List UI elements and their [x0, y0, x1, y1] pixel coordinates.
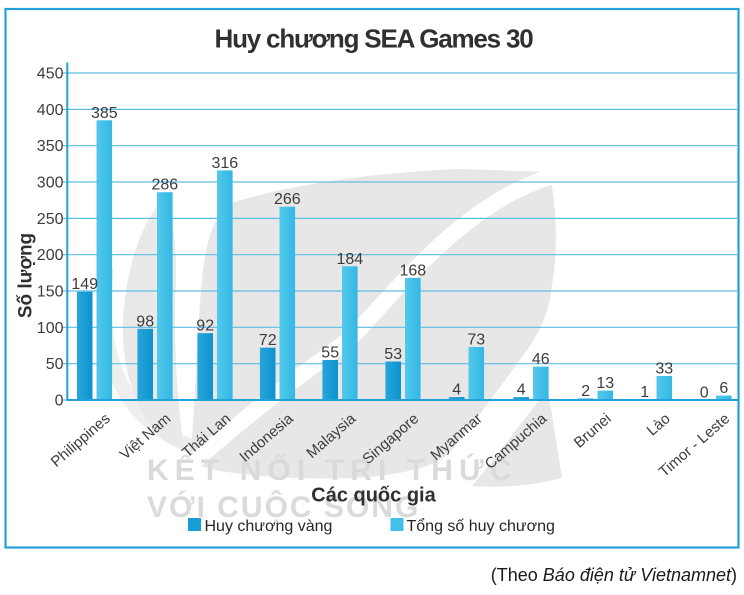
svg-text:0: 0	[700, 385, 709, 402]
svg-text:150: 150	[37, 284, 64, 301]
svg-text:4: 4	[517, 382, 526, 399]
svg-text:168: 168	[399, 262, 426, 279]
svg-text:(Theo Báo điện tử Vietnamnet): (Theo Báo điện tử Vietnamnet)	[491, 565, 737, 585]
svg-text:6: 6	[719, 380, 728, 397]
svg-text:100: 100	[37, 320, 64, 337]
svg-text:400: 400	[37, 102, 64, 119]
svg-text:Các quốc gia: Các quốc gia	[311, 485, 436, 507]
svg-text:92: 92	[196, 318, 214, 335]
svg-text:350: 350	[37, 138, 64, 155]
svg-text:0: 0	[55, 393, 64, 410]
svg-text:73: 73	[467, 332, 485, 349]
svg-text:46: 46	[532, 351, 550, 368]
svg-text:Huy chương SEA Games 30: Huy chương SEA Games 30	[215, 24, 534, 54]
svg-text:266: 266	[274, 191, 301, 208]
svg-text:250: 250	[37, 211, 64, 228]
svg-text:149: 149	[71, 276, 98, 293]
svg-text:Tổng số huy chương: Tổng số huy chương	[407, 517, 555, 535]
svg-text:450: 450	[37, 66, 64, 83]
svg-text:33: 33	[655, 361, 673, 378]
svg-text:50: 50	[46, 356, 64, 373]
svg-text:316: 316	[211, 155, 238, 172]
svg-text:4: 4	[452, 382, 461, 399]
svg-text:2: 2	[581, 383, 590, 400]
svg-text:1: 1	[640, 384, 649, 401]
svg-text:55: 55	[321, 345, 339, 362]
svg-text:Số lượng: Số lượng	[16, 233, 37, 318]
svg-text:286: 286	[151, 177, 178, 194]
svg-text:72: 72	[259, 332, 277, 349]
svg-text:300: 300	[37, 175, 64, 192]
svg-text:KẾT NỐI TRI THỨC: KẾT NỐI TRI THỨC	[147, 453, 518, 487]
svg-text:Huy chương vàng: Huy chương vàng	[205, 518, 333, 535]
svg-text:385: 385	[91, 105, 118, 122]
svg-text:13: 13	[596, 375, 614, 392]
svg-text:53: 53	[384, 346, 402, 363]
svg-text:98: 98	[136, 313, 154, 330]
svg-text:200: 200	[37, 247, 64, 264]
svg-text:184: 184	[336, 251, 363, 268]
